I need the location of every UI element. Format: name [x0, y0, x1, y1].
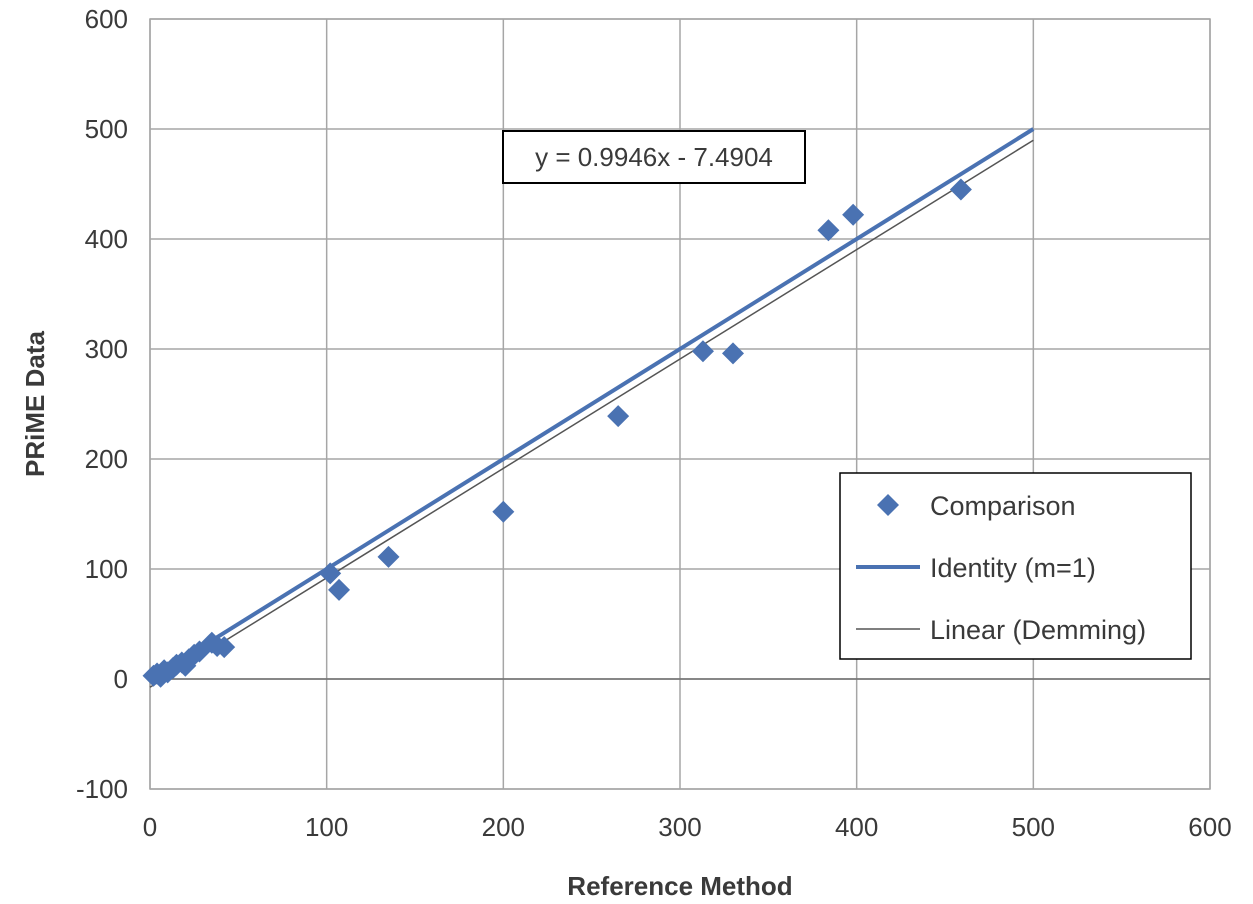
grid-lines [149, 18, 1211, 790]
y-tick-label: -100 [76, 774, 128, 804]
legend-label-linear: Linear (Demming) [930, 615, 1146, 645]
data-points [142, 178, 972, 688]
legend-diamond-marker [877, 494, 899, 516]
legend-entry-linear: Linear (Demming) [856, 615, 1146, 645]
data-point-diamond [722, 342, 744, 365]
linear-fit-line [149, 139, 1034, 688]
legend-entry-comparison: Comparison [877, 491, 1076, 521]
x-tick-label: 100 [305, 812, 348, 842]
trend-lines [148, 127, 1035, 688]
y-tick-label: 400 [85, 224, 128, 254]
x-axis-title: Reference Method [567, 871, 792, 901]
y-tick-label: 100 [85, 554, 128, 584]
data-point-diamond [492, 500, 515, 523]
data-point-diamond [817, 219, 840, 242]
data-point-diamond [842, 203, 865, 226]
plot-area [149, 18, 1211, 790]
data-point-diamond [607, 405, 630, 428]
data-point-diamond [319, 562, 342, 585]
equation-label: y = 0.9946x - 7.4904 [535, 142, 773, 172]
x-tick-label: 300 [658, 812, 701, 842]
data-point-diamond [377, 545, 400, 568]
y-tick-label: 500 [85, 114, 128, 144]
equation-box: y = 0.9946x - 7.4904 [502, 130, 806, 184]
y-tick-label: 0 [114, 664, 128, 694]
y-tick-label: 300 [85, 334, 128, 364]
legend-label-identity: Identity (m=1) [930, 553, 1096, 583]
x-tick-label: 400 [835, 812, 878, 842]
x-tick-label: 0 [143, 812, 157, 842]
y-axis-ticks: -100 0 100 200 300 400 500 600 [76, 4, 128, 804]
x-tick-label: 500 [1012, 812, 1055, 842]
legend: Comparison Identity (m=1) Linear (Demmin… [839, 472, 1192, 660]
y-axis-title: PRiME Data [20, 331, 50, 477]
x-axis-ticks: 0 100 200 300 400 500 600 [143, 812, 1232, 842]
identity-line [148, 127, 1035, 681]
legend-label-comparison: Comparison [930, 491, 1076, 521]
data-point-diamond [213, 636, 236, 659]
data-point-diamond [328, 578, 351, 601]
legend-entry-identity: Identity (m=1) [856, 553, 1096, 583]
y-tick-label: 200 [85, 444, 128, 474]
data-point-diamond [691, 340, 714, 363]
y-tick-label: 600 [85, 4, 128, 34]
x-tick-label: 200 [482, 812, 525, 842]
x-tick-label: 600 [1188, 812, 1231, 842]
data-point-diamond [949, 178, 972, 201]
plot-border [149, 18, 1211, 790]
